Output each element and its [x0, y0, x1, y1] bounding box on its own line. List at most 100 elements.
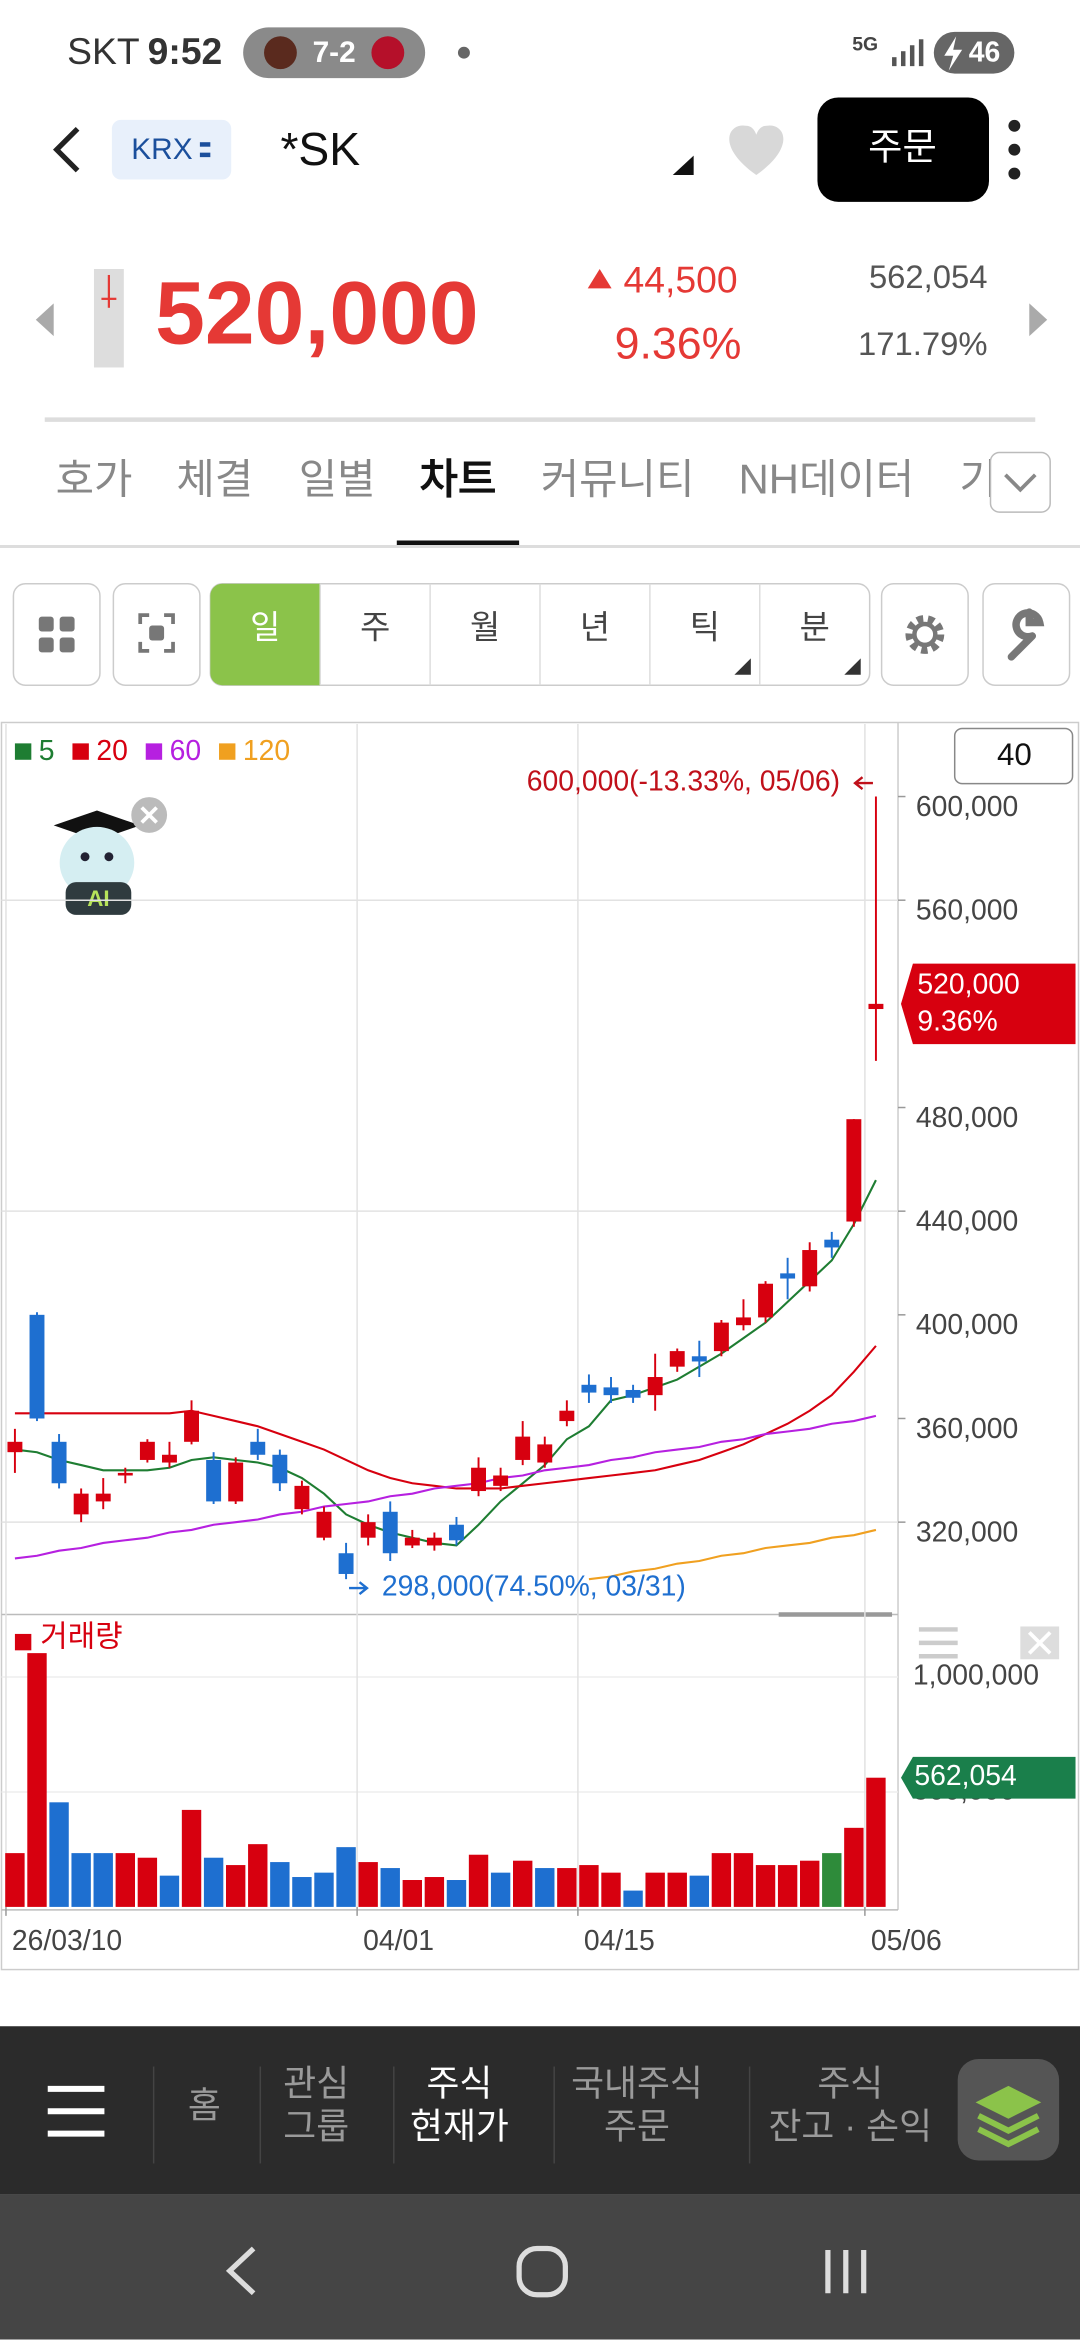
annotation: 298,000(74.50%, 03/31)	[382, 1571, 686, 1603]
nav-item[interactable]: 그룹	[283, 2107, 349, 2147]
period-button[interactable]: 분	[800, 609, 830, 646]
grid-icon	[38, 616, 75, 653]
volume-tag	[900, 1756, 1076, 1799]
tab-underline	[396, 540, 520, 548]
tab[interactable]: 호가	[56, 455, 133, 502]
volume-bar	[5, 1853, 25, 1907]
volume-tick-label: 1,000,000	[913, 1660, 1039, 1692]
submenu-corner	[734, 658, 751, 675]
exchange-chip[interactable]	[111, 119, 232, 180]
header: KRX *SK 주문	[52, 97, 1021, 202]
volume-bar	[490, 1872, 511, 1907]
back-button[interactable]	[52, 126, 80, 173]
volume-bar	[667, 1872, 687, 1907]
candle-body	[272, 1454, 288, 1484]
volume-bar	[49, 1802, 69, 1907]
period-button[interactable]: 틱	[690, 609, 720, 646]
volume-bar	[292, 1877, 312, 1907]
period-button[interactable]: 일	[250, 609, 280, 646]
moving-average-line	[14, 1179, 877, 1547]
legend-swatch	[145, 743, 163, 760]
volume-bar	[579, 1865, 599, 1907]
carrier: SKT	[67, 30, 140, 72]
nav-item[interactable]: 현재가	[410, 2107, 509, 2147]
candle-body	[404, 1537, 420, 1546]
stock-name[interactable]: *SK	[280, 123, 360, 175]
candle-body	[73, 1493, 89, 1515]
gear-icon	[905, 615, 945, 654]
mascot-body	[59, 826, 135, 899]
menu-button[interactable]	[1008, 119, 1021, 180]
candle-body	[493, 1475, 509, 1486]
system-home[interactable]	[516, 2245, 568, 2298]
system-recent[interactable]	[825, 2250, 867, 2294]
legend-label: 5	[39, 735, 55, 767]
candle-body	[206, 1459, 222, 1502]
nav-item[interactable]: 홈	[188, 2086, 221, 2126]
legend-label: 60	[170, 735, 202, 767]
nav-item[interactable]: 주문	[604, 2107, 670, 2147]
tab[interactable]: 체결	[176, 455, 253, 502]
volume-bar	[711, 1853, 732, 1907]
volume-bar	[733, 1853, 754, 1907]
candle-body	[669, 1351, 685, 1367]
tab[interactable]: NH데이터	[739, 455, 915, 502]
x-tick-label: 05/06	[871, 1925, 942, 1957]
hamburger-button[interactable]	[47, 2085, 105, 2137]
mascot-eye	[80, 852, 90, 862]
candle-body	[802, 1250, 818, 1287]
clock: 9:52	[148, 30, 223, 72]
favorite-button[interactable]	[729, 125, 784, 176]
period-button[interactable]: 주	[360, 609, 390, 646]
y-tick-label: 480,000	[916, 1102, 1018, 1134]
settings-button[interactable]	[880, 583, 969, 686]
x-tick-label: 26/03/10	[12, 1925, 122, 1957]
candle-body	[647, 1377, 663, 1396]
candle-body	[250, 1441, 266, 1455]
legend-swatch	[72, 743, 89, 760]
order-button[interactable]	[817, 97, 990, 202]
legend-label: 20	[96, 735, 128, 767]
nav-item[interactable]: 국내주식	[571, 2063, 703, 2103]
candle-body	[691, 1356, 707, 1362]
change-rate: 9.36%	[615, 318, 742, 368]
nav-item[interactable]: 관심	[283, 2063, 349, 2103]
mascot-badge[interactable]	[65, 882, 132, 915]
nav-item[interactable]: 잔고 · 손익	[769, 2107, 933, 2147]
tab[interactable]: 일별	[299, 455, 376, 502]
volume-bar	[623, 1890, 643, 1907]
score: 7-2	[313, 36, 356, 69]
candle-body	[228, 1462, 244, 1502]
count-box[interactable]	[953, 727, 1074, 785]
layout-button[interactable]	[12, 583, 101, 686]
volume-bar	[380, 1868, 400, 1907]
next-stock[interactable]	[1029, 303, 1048, 337]
period-button[interactable]: 년	[580, 609, 610, 646]
period-button[interactable]: 월	[470, 609, 500, 646]
panel-menu-icon[interactable]	[918, 1627, 958, 1659]
nav-item[interactable]: 주식	[817, 2063, 883, 2103]
nav-item[interactable]: 주식	[427, 2063, 493, 2103]
volume-bar	[557, 1868, 577, 1907]
chart: 40 AI 1,000,000500,00026/03/1004/0104/15…	[0, 721, 1080, 1971]
candle-body	[117, 1472, 133, 1476]
volume-title: 거래량	[40, 1620, 122, 1653]
visible-count: 40	[997, 737, 1032, 772]
chip-icon	[199, 152, 211, 158]
volume-bar	[115, 1853, 135, 1907]
tab-dropdown[interactable]	[989, 451, 1051, 513]
volume-bar	[424, 1877, 445, 1907]
tab[interactable]: 차트	[420, 455, 497, 502]
y-tick-label: 600,000	[916, 791, 1018, 823]
volume-bar	[159, 1875, 180, 1907]
system-back[interactable]	[225, 2246, 256, 2296]
prev-stock[interactable]	[35, 303, 54, 337]
tabs: 호가 체결 일별 차트 커뮤니티 NH데이터 기	[56, 440, 1080, 548]
candle-body	[360, 1522, 376, 1538]
volume-bar	[755, 1865, 776, 1907]
tab[interactable]: 커뮤니티	[541, 455, 695, 502]
